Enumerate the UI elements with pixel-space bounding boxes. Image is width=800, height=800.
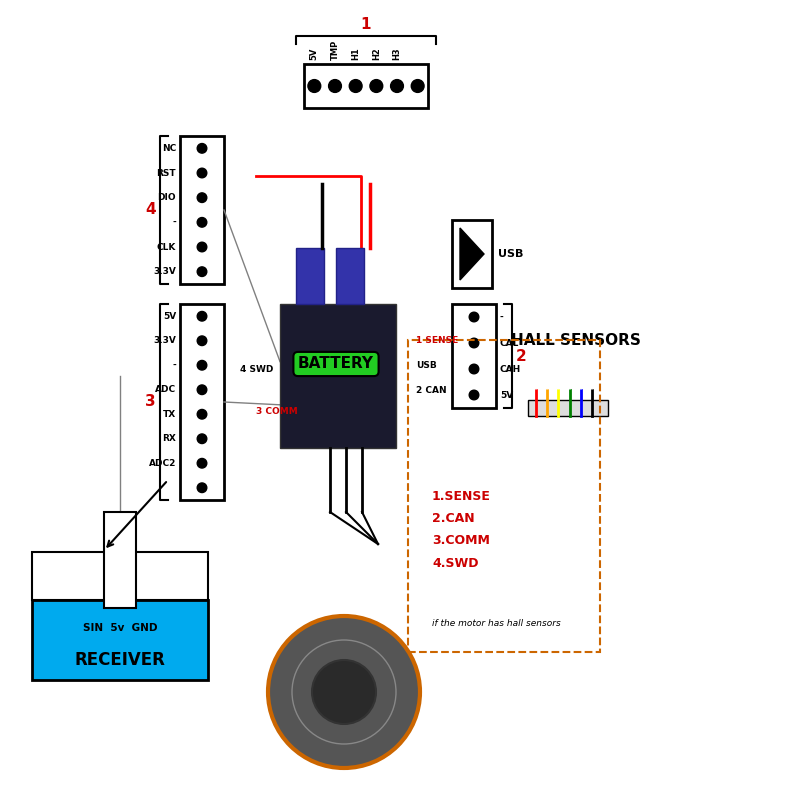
- Text: 3.3V: 3.3V: [153, 267, 176, 276]
- Bar: [32, 552, 208, 600]
- Text: -: -: [172, 361, 176, 370]
- Text: USB: USB: [498, 249, 524, 259]
- Circle shape: [312, 660, 376, 724]
- Circle shape: [329, 80, 342, 92]
- Circle shape: [370, 80, 382, 92]
- Bar: [452, 304, 496, 408]
- Text: BATTERY: BATTERY: [298, 357, 374, 371]
- Bar: [180, 136, 224, 284]
- Text: H2: H2: [372, 47, 381, 60]
- Text: RST: RST: [156, 169, 176, 178]
- Circle shape: [197, 434, 206, 443]
- Text: 1.SENSE: 1.SENSE: [432, 490, 491, 502]
- Circle shape: [197, 458, 206, 468]
- Circle shape: [268, 616, 420, 768]
- Text: 4: 4: [146, 202, 156, 218]
- Bar: [296, 248, 324, 304]
- Bar: [304, 64, 428, 108]
- Circle shape: [197, 242, 206, 252]
- Circle shape: [554, 379, 563, 389]
- Text: CLK: CLK: [157, 242, 176, 251]
- Circle shape: [350, 80, 362, 92]
- Circle shape: [197, 311, 206, 321]
- Bar: [32, 600, 208, 680]
- Text: 4 SWD: 4 SWD: [240, 365, 274, 374]
- Text: 5V: 5V: [310, 48, 319, 60]
- Circle shape: [197, 483, 206, 493]
- Text: CAH: CAH: [500, 365, 522, 374]
- Circle shape: [197, 361, 206, 370]
- Circle shape: [197, 336, 206, 346]
- Text: TX: TX: [162, 410, 176, 418]
- Circle shape: [531, 379, 541, 389]
- Circle shape: [197, 267, 206, 277]
- Bar: [528, 400, 608, 416]
- Circle shape: [469, 338, 478, 348]
- Circle shape: [565, 379, 574, 389]
- Text: 2.CAN: 2.CAN: [432, 512, 474, 525]
- Text: if the motor has hall sensors: if the motor has hall sensors: [432, 619, 561, 629]
- Circle shape: [197, 410, 206, 419]
- Text: H1: H1: [351, 47, 360, 60]
- Text: RX: RX: [162, 434, 176, 443]
- Circle shape: [587, 379, 597, 389]
- Circle shape: [469, 390, 478, 400]
- Text: H3: H3: [393, 47, 402, 60]
- Circle shape: [197, 385, 206, 394]
- Text: 5V: 5V: [162, 312, 176, 321]
- Text: CAL: CAL: [500, 338, 519, 347]
- Circle shape: [576, 379, 586, 389]
- Circle shape: [411, 80, 424, 92]
- Text: DIO: DIO: [158, 193, 176, 202]
- Text: USB: USB: [416, 361, 437, 370]
- Circle shape: [308, 80, 321, 92]
- Circle shape: [197, 193, 206, 202]
- Text: -: -: [172, 218, 176, 227]
- Text: 3.COMM: 3.COMM: [432, 534, 490, 547]
- Text: 4.SWD: 4.SWD: [432, 557, 478, 570]
- Polygon shape: [460, 228, 484, 280]
- Circle shape: [542, 379, 552, 389]
- Circle shape: [390, 80, 403, 92]
- Text: 5V: 5V: [500, 390, 514, 399]
- Circle shape: [197, 218, 206, 227]
- Text: 2: 2: [516, 349, 526, 363]
- Text: NC: NC: [162, 144, 176, 153]
- Text: SIN  5v  GND: SIN 5v GND: [82, 623, 158, 633]
- Circle shape: [197, 143, 206, 153]
- Text: MOTOR: MOTOR: [302, 743, 370, 761]
- Text: 1: 1: [361, 17, 371, 32]
- Circle shape: [197, 168, 206, 178]
- Circle shape: [469, 364, 478, 374]
- Text: 1 SENSE: 1 SENSE: [416, 335, 458, 345]
- Bar: [180, 304, 224, 500]
- Bar: [452, 220, 492, 288]
- Text: 3 COMM: 3 COMM: [256, 407, 298, 417]
- Text: -: -: [500, 313, 504, 322]
- Text: 3: 3: [146, 394, 156, 410]
- Bar: [104, 512, 136, 608]
- Bar: [408, 340, 600, 652]
- Bar: [280, 304, 396, 448]
- Text: 2 CAN: 2 CAN: [416, 386, 446, 395]
- Text: ADC: ADC: [155, 386, 176, 394]
- Circle shape: [469, 312, 478, 322]
- Text: HALL SENSORS: HALL SENSORS: [511, 333, 641, 347]
- Text: TMP: TMP: [330, 40, 339, 60]
- Text: ADC2: ADC2: [149, 458, 176, 468]
- Text: RECEIVER: RECEIVER: [74, 651, 166, 669]
- Bar: [336, 248, 364, 304]
- Text: 3.3V: 3.3V: [153, 336, 176, 346]
